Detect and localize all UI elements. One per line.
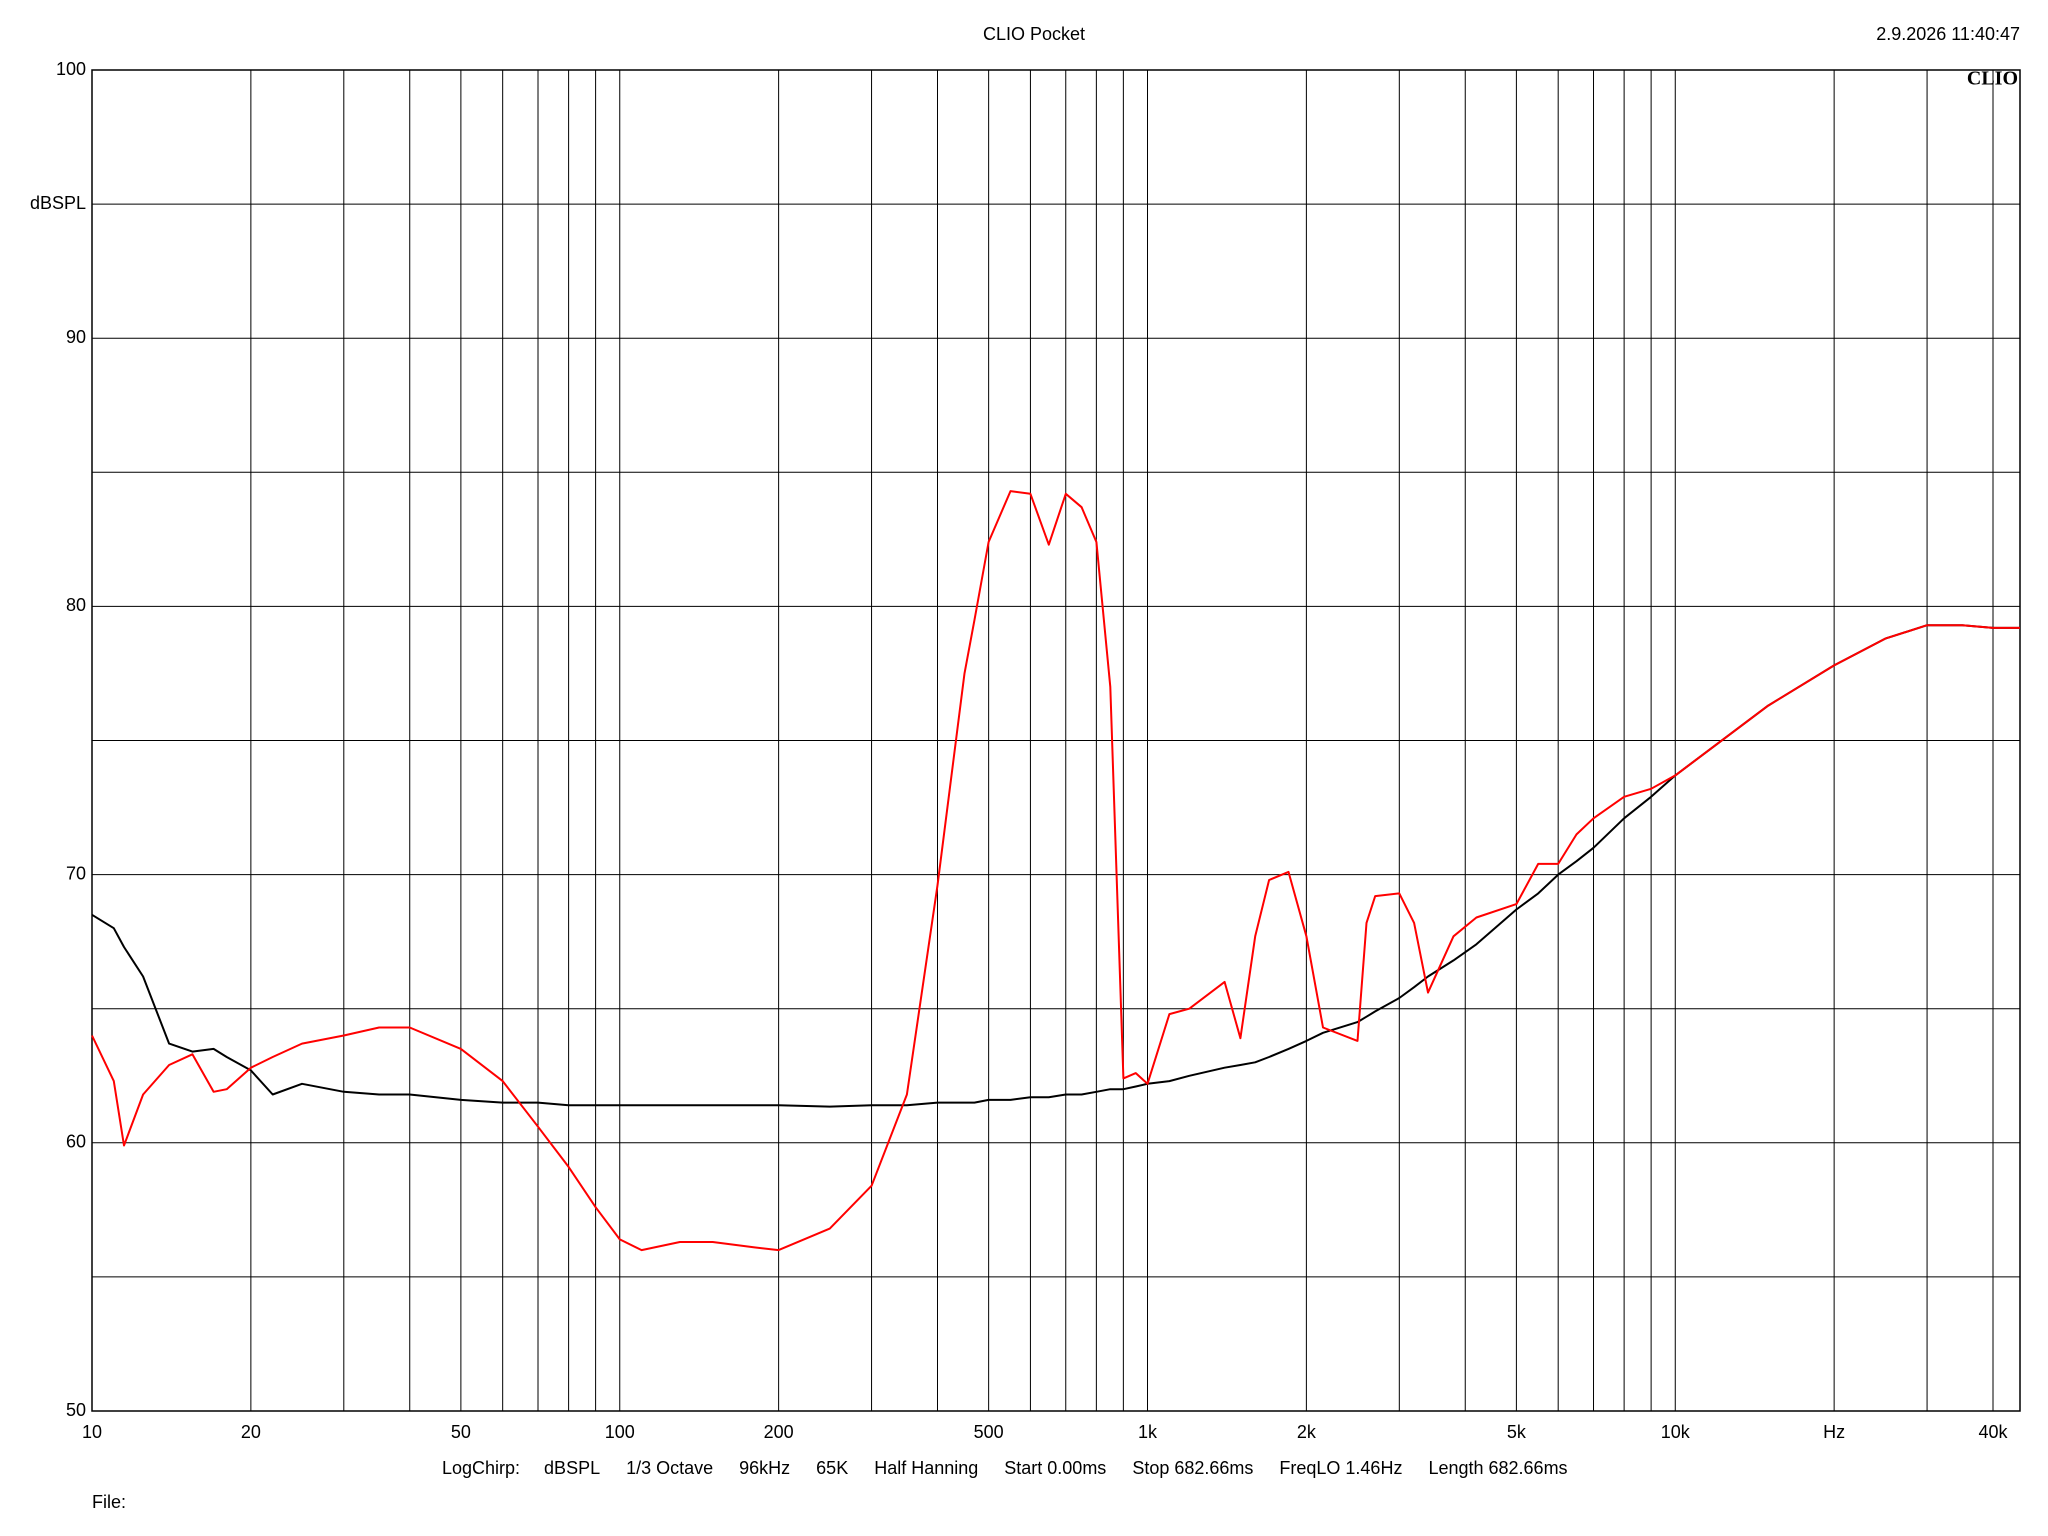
timestamp: 2.9.2026 11:40:47 <box>1876 24 2020 44</box>
y-tick-label: 80 <box>66 595 86 615</box>
chart-title: CLIO Pocket <box>983 24 1085 44</box>
footer-item: FreqLO 1.46Hz <box>1279 1458 1402 1478</box>
series-line <box>91 624 2020 1108</box>
footer-item: 65K <box>816 1458 848 1478</box>
footer-item: Length 682.66ms <box>1428 1458 1567 1478</box>
x-tick-label: 10k <box>1661 1422 1691 1442</box>
x-tick-label: Hz <box>1823 1422 1845 1442</box>
x-tick-label: 50 <box>451 1422 471 1442</box>
logo: CLIO <box>1967 68 2018 90</box>
footer-item: Start 0.00ms <box>1004 1458 1106 1478</box>
x-tick-label: 100 <box>605 1422 635 1442</box>
y-tick-label: 100 <box>56 59 86 79</box>
x-tick-label: 1k <box>1138 1422 1158 1442</box>
x-tick-label: 200 <box>764 1422 794 1442</box>
footer-item: LogChirp: <box>442 1458 520 1478</box>
footer-item: Half Hanning <box>874 1458 978 1478</box>
y-tick-label: 60 <box>66 1132 86 1152</box>
y-tick-label: 70 <box>66 863 86 883</box>
x-tick-label: 20 <box>241 1422 261 1442</box>
footer-item: 1/3 Octave <box>626 1458 713 1478</box>
footer-item: dBSPL <box>544 1458 600 1478</box>
x-tick-label: 500 <box>974 1422 1004 1442</box>
footer-item: 96kHz <box>739 1458 790 1478</box>
x-tick-label: 5k <box>1507 1422 1527 1442</box>
x-tick-label: 40k <box>1978 1422 2008 1442</box>
x-tick-label: 10 <box>82 1422 102 1442</box>
file-label: File: <box>92 1492 126 1512</box>
y-tick-label: 50 <box>66 1400 86 1420</box>
y-tick-label: 90 <box>66 327 86 347</box>
footer-item: Stop 682.66ms <box>1132 1458 1253 1478</box>
y-axis-label: dBSPL <box>30 193 86 213</box>
x-tick-label: 2k <box>1297 1422 1317 1442</box>
series-line <box>91 490 2020 1252</box>
